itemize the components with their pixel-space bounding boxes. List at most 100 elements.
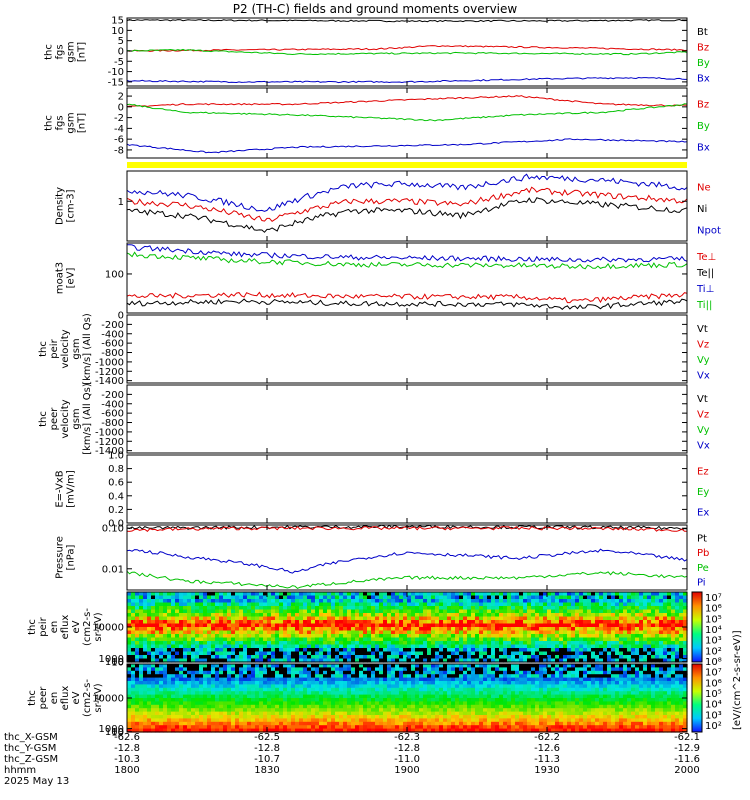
y-tick-label: 2 [118, 92, 124, 103]
colorbar-tick-label: 10⁴ [705, 700, 722, 711]
y-axis-label: peir [49, 338, 60, 358]
y-axis-label: E=-VxB [55, 470, 66, 507]
legend-entry: Vt [697, 324, 708, 335]
series-line-temperature-2 [126, 244, 688, 263]
y-tick-label: 1000 [99, 654, 124, 665]
y-axis-label: thc [27, 619, 38, 635]
legend-entry: Bz [697, 42, 709, 53]
y-axis-label: sr-eV) [93, 683, 104, 712]
y-axis-label: gsm [71, 408, 82, 429]
footer-row-label: hhmm [4, 765, 36, 776]
y-tick-label: -400 [101, 329, 124, 340]
y-tick-label: 100 [105, 269, 124, 280]
y-tick-label: -1200 [95, 437, 124, 448]
series-line-fgs-1 [126, 45, 688, 52]
y-axis-label: moat3 [55, 262, 66, 294]
colorbar-label: [eV/(cm^2-s-sr-eV)] [732, 630, 743, 730]
colorbar-tick-label: 10⁷ [705, 593, 722, 604]
legend-entry: Pt [697, 533, 707, 544]
y-axis-label: peir [38, 616, 49, 636]
colorbar-tick-label: 10⁶ [705, 604, 722, 615]
y-tick-label: -400 [101, 399, 124, 410]
series-line-density-2 [126, 173, 688, 212]
colorbar [691, 663, 703, 733]
y-tick-label: 0.01 [102, 564, 124, 575]
y-axis-label: [nT] [77, 42, 88, 62]
y-tick-label: 10 [111, 26, 124, 37]
y-tick-label: -1200 [95, 367, 124, 378]
legend-entry: Pb [697, 548, 709, 559]
legend-entry: Vz [697, 409, 709, 420]
y-tick-label: -1000 [95, 357, 124, 368]
footer-value: -12.8 [394, 743, 420, 754]
y-tick-label: -600 [101, 339, 124, 350]
plot-title: P2 (TH-C) fields and ground moments over… [232, 2, 518, 16]
colorbar-tick-label: 10⁸ [705, 657, 722, 668]
frame-pressure [126, 524, 688, 591]
panel-temperature [126, 242, 688, 314]
y-axis-label: fgs [55, 115, 66, 130]
y-tick-label: 0.2 [108, 505, 124, 516]
footer-value: -62.1 [674, 732, 700, 743]
y-axis-label: thc [44, 44, 55, 60]
frame-efield [126, 454, 688, 524]
y-tick-label: -800 [101, 418, 124, 429]
y-tick-label: 15 [111, 16, 124, 27]
y-tick-label: 10 [111, 727, 124, 738]
y-tick-label: 10000 [92, 623, 124, 634]
panel-peir_spec [126, 591, 688, 663]
footer-value: 1800 [114, 765, 139, 776]
status-bar [127, 162, 687, 168]
legend-entry: Bx [697, 142, 710, 153]
y-axis-label: Pressure [55, 536, 66, 579]
y-axis-label: eV [71, 620, 82, 633]
footer-value: -10.3 [114, 754, 140, 765]
frame-peer_velocity [126, 384, 688, 454]
y-axis-label: [mV/m] [66, 470, 77, 508]
y-axis-label: eflux [60, 686, 71, 711]
legend-entry: Pi [697, 578, 706, 589]
footer-value: -62.6 [114, 732, 140, 743]
y-axis-label: [km/s] (All Qs) [82, 313, 93, 385]
y-axis-label: sr-eV) [93, 612, 104, 641]
y-tick-label: -6 [114, 135, 124, 146]
y-tick-label: -200 [101, 320, 124, 331]
legend-entry: Bx [697, 73, 710, 84]
y-axis-label: gsm [71, 338, 82, 359]
legend-entry: Bt [697, 27, 708, 38]
y-axis-label: en [49, 621, 60, 634]
colorbar-tick-label: 10⁵ [705, 614, 722, 625]
footer-row-label: 2025 May 13 [4, 776, 69, 787]
y-axis-label: eV [71, 691, 82, 704]
y-axis-label: thc [44, 115, 55, 131]
footer-row-label: thc_X-GSM [4, 732, 58, 743]
panel-density [126, 170, 688, 242]
series-line-fgs_dsl-2 [126, 138, 688, 154]
footer-value: -10.7 [254, 754, 280, 765]
y-axis-label: thc [38, 411, 49, 427]
footer-value: -12.8 [114, 743, 140, 754]
footer-value: -11.6 [674, 754, 700, 765]
y-tick-label: 0.4 [108, 491, 124, 502]
y-tick-label: 5 [118, 36, 124, 47]
y-tick-label: 1.0 [108, 451, 124, 462]
footer-value: -12.8 [254, 743, 280, 754]
y-axis-label: [km/s] (All Qs) [82, 383, 93, 455]
y-axis-label: [nPa] [66, 544, 77, 570]
y-axis-label: Density [55, 187, 66, 225]
colorbar-tick-label: 10² [705, 646, 722, 657]
y-axis-label: gsm [66, 112, 77, 133]
colorbar-tick-label: 10⁵ [705, 689, 722, 700]
legend-entry: Pe [697, 563, 709, 574]
legend-entry: By [697, 121, 710, 132]
panel-fgs [126, 17, 688, 87]
y-tick-label: 0.6 [108, 478, 124, 489]
colorbar-tick-label: 10⁶ [705, 678, 722, 689]
y-axis-label: thc [27, 690, 38, 706]
series-line-pressure-2 [126, 570, 688, 589]
y-axis-label: [eV] [66, 268, 77, 289]
legend-entry: Vt [697, 394, 708, 405]
legend-entry: Ey [697, 487, 709, 498]
legend-entry: By [697, 58, 710, 69]
